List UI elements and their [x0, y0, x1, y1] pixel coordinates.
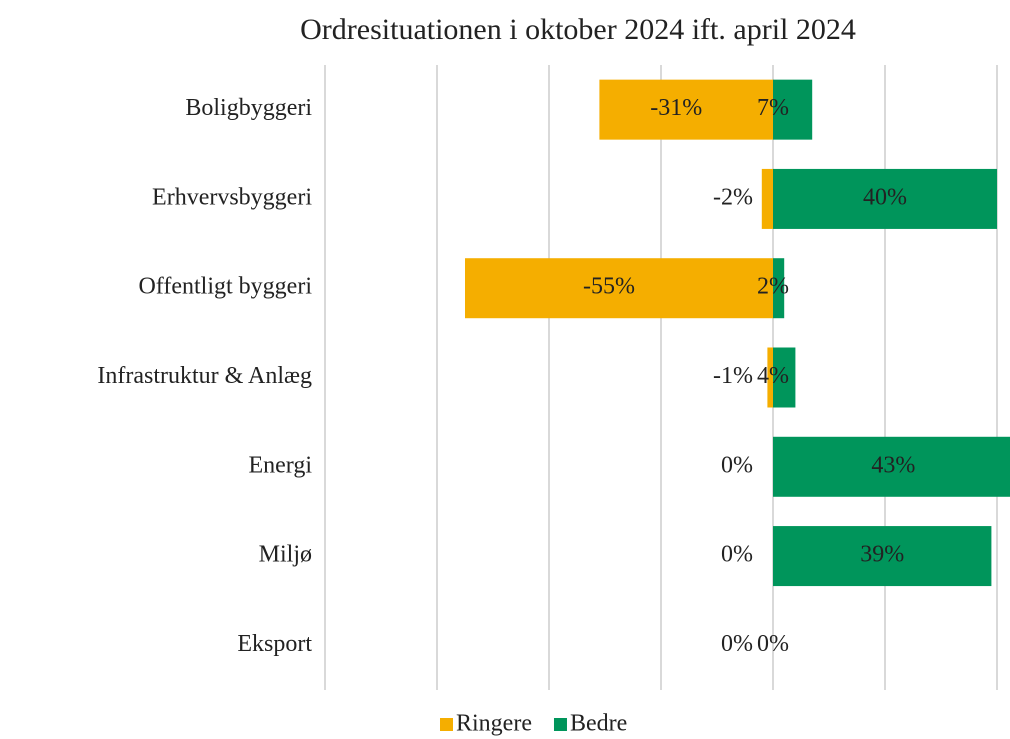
bar [773, 347, 796, 408]
data-label: -55% [583, 274, 635, 300]
data-label: 39% [860, 542, 904, 568]
data-label: 40% [863, 184, 907, 210]
chart-title: Ordresituationen i oktober 2024 ift. apr… [300, 13, 856, 46]
y-tick-label: Eksport [237, 631, 312, 657]
data-label: 4% [757, 363, 789, 389]
bar [773, 168, 997, 229]
data-label: 2% [757, 274, 789, 300]
data-label: 0% [721, 542, 753, 568]
bar [599, 79, 773, 140]
data-label: 43% [871, 452, 915, 478]
y-tick-label: Erhvervsbyggeri [152, 184, 312, 210]
bar [767, 347, 773, 408]
data-label: 0% [721, 452, 753, 478]
legend-swatch [440, 718, 453, 731]
legend-swatch [553, 718, 567, 731]
bar [773, 526, 992, 587]
bar [773, 436, 1010, 497]
bar [773, 258, 785, 319]
data-label: 0% [721, 631, 753, 657]
y-tick-label: Infrastruktur & Anlæg [97, 363, 312, 389]
y-tick-label: Miljø [259, 542, 312, 568]
bar [761, 168, 773, 229]
data-label: 0% [757, 631, 789, 657]
y-tick-label: Offentligt byggeri [138, 274, 312, 300]
data-label: -2% [713, 184, 753, 210]
data-label: -1% [713, 363, 753, 389]
data-label: 7% [757, 95, 789, 121]
bar [773, 79, 813, 140]
legend-label: Bedre [570, 711, 627, 737]
legend-label: Ringere [456, 711, 532, 737]
y-tick-label: Boligbyggeri [185, 95, 312, 121]
bar [465, 258, 773, 319]
data-label: -31% [650, 95, 702, 121]
y-tick-label: Energi [248, 452, 312, 478]
